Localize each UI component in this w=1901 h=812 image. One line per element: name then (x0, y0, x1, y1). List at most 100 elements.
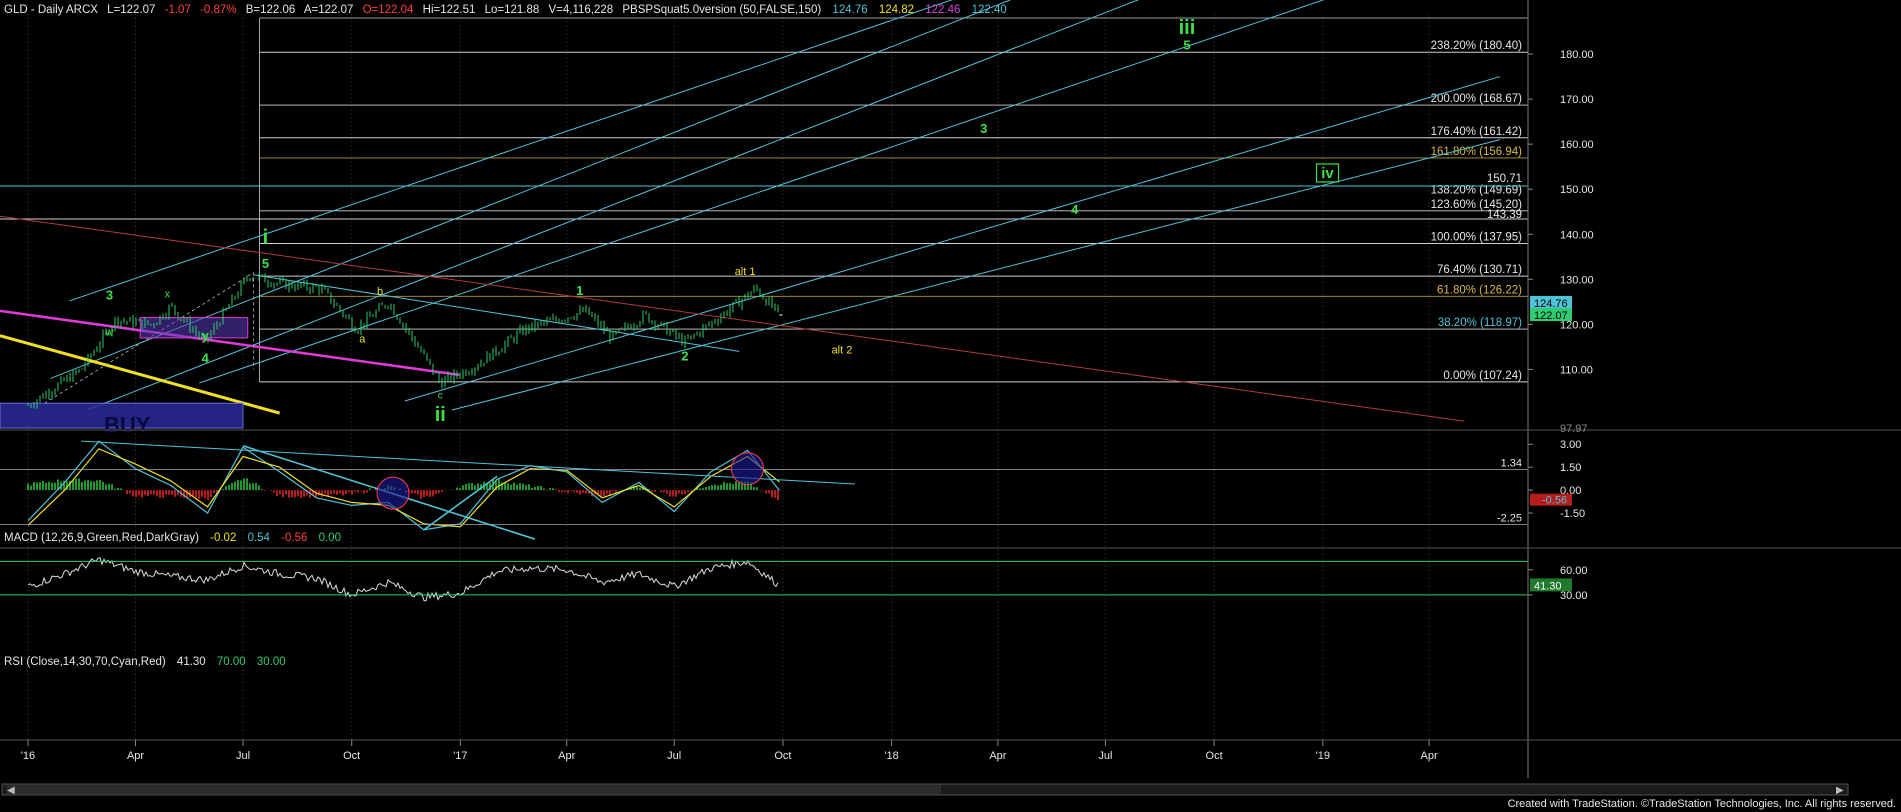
channel-line (199, 0, 1325, 384)
header-readout: GLD - Daily ARCX L=122.07 -1.07 -0.87% B… (4, 4, 1007, 16)
wave-label: c (438, 391, 443, 402)
price-badge-label: 124.76 (1534, 298, 1568, 310)
rsi-tick-label: 60.00 (1560, 565, 1588, 577)
wave-label: w (105, 327, 114, 339)
fib-label: 200.00% (168.67) (1431, 93, 1523, 105)
macd-panel: 1.34 -2.25 (0, 440, 1528, 540)
macd-tick-label: 3.00 (1560, 439, 1581, 451)
fib-levels: 238.20% (180.40)200.00% (168.67)176.40% … (0, 17, 1528, 383)
time-tick-label: Jul (667, 750, 681, 762)
price-tick-label: 160.00 (1560, 139, 1594, 151)
price-tick-label: 130.00 (1560, 274, 1594, 286)
trend-drawings (0, 0, 1501, 429)
time-scrollbar[interactable]: ◀ ▶ (1, 783, 1849, 796)
dashed-line (44, 272, 254, 404)
axes: '16 Apr Jul Oct '17 Apr Jul Oct '18 Apr Jul Oct '19 A… (0, 0, 1901, 778)
channel-line (86, 0, 1140, 411)
wave-label: i (263, 226, 269, 248)
scrollbar-thumb[interactable] (6, 785, 941, 794)
wave-label: b (377, 286, 383, 298)
red-trendline (0, 215, 1465, 422)
fib-label: 38.20% (118.97) (1438, 317, 1522, 329)
channel-line (451, 139, 1501, 411)
grid (27, 14, 1430, 740)
wave-label: BUY (104, 413, 151, 438)
wave-label: 1 (576, 283, 583, 298)
macd-signal-line (27, 448, 780, 528)
time-tick-label: Apr (558, 750, 575, 762)
fib-label: 161.80% (156.94) (1431, 146, 1523, 158)
price-tick-label: 120.00 (1560, 319, 1594, 331)
time-tick-label: Oct (774, 750, 791, 762)
time-tick-label: '17 (453, 750, 467, 762)
wave-label: alt 1 (735, 266, 756, 278)
fib-label: 0.00% (107.24) (1443, 370, 1522, 382)
price-tick-label: 170.00 (1560, 94, 1594, 106)
wave-label-boxed: iv (1321, 165, 1334, 182)
fib-label: 123.60% (145.20) (1431, 199, 1523, 211)
macd-badge-label: -0.56 (1542, 495, 1567, 507)
price-tick-label: 110.00 (1560, 364, 1593, 376)
fib-label: 150.71 (1487, 173, 1522, 185)
macd-tick-label: -1.50 (1560, 508, 1585, 520)
time-tick-label: Apr (1421, 750, 1438, 762)
wave-label: alt 2 (832, 345, 853, 357)
rsi-badge-label: 41.30 (1534, 580, 1562, 592)
price-tick-label: 97.97 (1560, 423, 1588, 435)
buy-zone-box (0, 402, 244, 429)
wave-label: 5 (1183, 38, 1190, 53)
yellow-trendline (0, 334, 281, 415)
price-tick-label: 180.00 (1560, 49, 1594, 61)
fib-label: 176.40% (161.42) (1431, 126, 1523, 138)
fib-label: 61.80% (126.22) (1437, 284, 1522, 296)
channel-line (50, 0, 1012, 379)
price-badge (1530, 308, 1572, 322)
purple-zone-box (139, 317, 249, 339)
rsi-panel (0, 557, 1528, 602)
channel-line (253, 274, 740, 352)
wave-label-box (1315, 163, 1340, 183)
rsi-badge (1530, 578, 1572, 592)
macd-highlight-circle (376, 476, 410, 510)
channel-line (69, 0, 953, 302)
time-tick-label: Oct (1206, 750, 1223, 762)
scroll-right-icon[interactable]: ▶ (1836, 785, 1844, 796)
macd-title: MACD (12,26,9,Green,Red,DarkGray) -0.02 … (4, 532, 341, 544)
wave-label: y (202, 328, 210, 343)
channel-line (404, 76, 1501, 402)
wave-label: 5 (262, 256, 269, 271)
footer-credit: Created with TradeStation. ©TradeStation… (1508, 798, 1896, 810)
price-series (27, 273, 783, 409)
macd-badge (1530, 493, 1572, 506)
magenta-trendline (0, 309, 460, 377)
time-tick-label: Apr (989, 750, 1006, 762)
price-tick-label: 150.00 (1560, 184, 1594, 196)
rsi-tick-label: 30.00 (1560, 590, 1588, 602)
macd-line (27, 440, 780, 531)
macd-highlight-circle (730, 452, 764, 486)
wave-label: x (165, 288, 171, 300)
macd-trendline (81, 440, 855, 485)
scroll-left-icon[interactable]: ◀ (7, 785, 15, 796)
rsi-title: RSI (Close,14,30,70,Cyan,Red) 41.30 70.0… (4, 656, 286, 668)
price-tick-label: 140.00 (1560, 229, 1594, 241)
wave-label: 4 (202, 351, 210, 366)
macd-reference-label: 1.34 (1501, 458, 1522, 470)
time-tick-label: '18 (884, 750, 898, 762)
fib-label: 76.40% (130.71) (1437, 264, 1522, 276)
wave-label: 3 (980, 121, 987, 136)
time-tick-label: Apr (127, 750, 144, 762)
fib-label: 143.39 (1487, 209, 1522, 221)
time-tick-label: Jul (236, 750, 250, 762)
macd-trendline (423, 475, 498, 531)
macd-reference-label: -2.25 (1497, 513, 1522, 525)
fib-label: 138.20% (149.69) (1431, 185, 1523, 197)
time-tick-label: Jul (1098, 750, 1112, 762)
wave-label: iii (1179, 17, 1196, 39)
wave-label: 3 (106, 288, 113, 303)
fib-label: 100.00% (137.95) (1431, 232, 1523, 244)
